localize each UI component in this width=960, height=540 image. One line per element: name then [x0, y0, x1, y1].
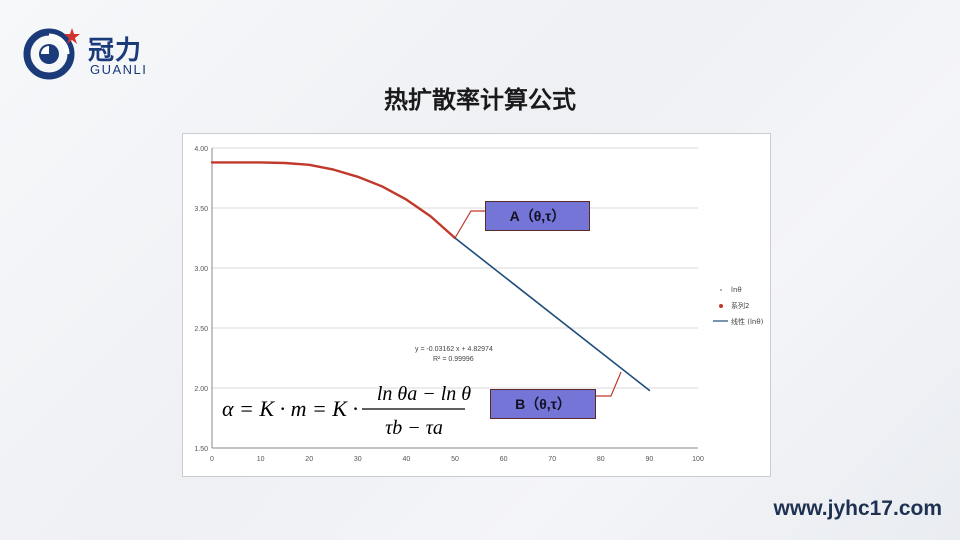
guanli-logo-icon	[23, 28, 80, 80]
x-tick-label: 60	[500, 456, 508, 463]
series-linear-trend-line	[454, 237, 651, 392]
y-tick-label: 2.50	[194, 326, 208, 333]
legend-label: 线性 (lnθ)	[731, 317, 764, 326]
x-tick-label: 90	[646, 456, 654, 463]
x-tick-label: 70	[548, 456, 556, 463]
y-tick-label: 2.00	[194, 386, 208, 393]
callout-b-leader	[593, 371, 622, 397]
legend-label: 系列2	[731, 301, 749, 310]
series-measured-line	[210, 161, 457, 240]
callout-point-a: A（θ,τ）	[485, 201, 590, 231]
formula-graphic: α = K · m = K · ln θa − ln θb τb − τa	[222, 383, 481, 439]
x-tick-label: 20	[305, 456, 313, 463]
x-tick-label: 0	[210, 456, 214, 463]
legend-marker-ln-theta	[720, 289, 722, 291]
x-tick-label: 40	[403, 456, 411, 463]
x-tick-label: 100	[692, 456, 704, 463]
x-tick-label: 50	[451, 456, 459, 463]
company-logo: 冠力 GUANLI	[22, 22, 162, 82]
chart-panel: 4.00 3.50 3.00 2.50 2.00 1.50 0 10 20 30 40 50 60 70 8…	[182, 133, 771, 477]
y-tick-label: 3.00	[194, 266, 208, 273]
formula-numerator: ln θa − ln θb	[377, 383, 472, 405]
callout-point-b: B（θ,τ）	[490, 389, 596, 419]
x-tick-label: 10	[257, 456, 265, 463]
y-tick-label: 4.00	[194, 146, 208, 153]
logo-english-name: GUANLI	[90, 62, 148, 77]
chart-plot: 4.00 3.50 3.00 2.50 2.00 1.500 10 20 30 40 50 60 70 8…	[194, 146, 764, 463]
formula-lhs: α = K · m = K ·	[222, 396, 358, 421]
x-tick-label: 80	[597, 456, 605, 463]
trendline-r-squared: R² = 0.99996	[433, 356, 474, 363]
y-tick-label: 1.50	[194, 446, 208, 453]
formula-denominator: τb − τa	[385, 417, 443, 439]
trendline-equation: y = -0.03162 x + 4.82974	[415, 346, 493, 353]
footer-website-url[interactable]: www.jyhc17.com	[773, 497, 942, 520]
logo-chinese-name: 冠力	[88, 36, 143, 66]
thermal-diffusivity-formula: α = K · m = K · ln θa − ln θb τb − τa	[222, 380, 481, 440]
callout-a-leader	[454, 210, 488, 239]
legend-label: lnθ	[731, 286, 742, 294]
legend-marker-series2	[719, 304, 723, 308]
x-tick-label: 30	[354, 456, 362, 463]
slide-title: 热扩散率计算公式	[384, 86, 576, 114]
y-tick-label: 3.50	[194, 206, 208, 213]
